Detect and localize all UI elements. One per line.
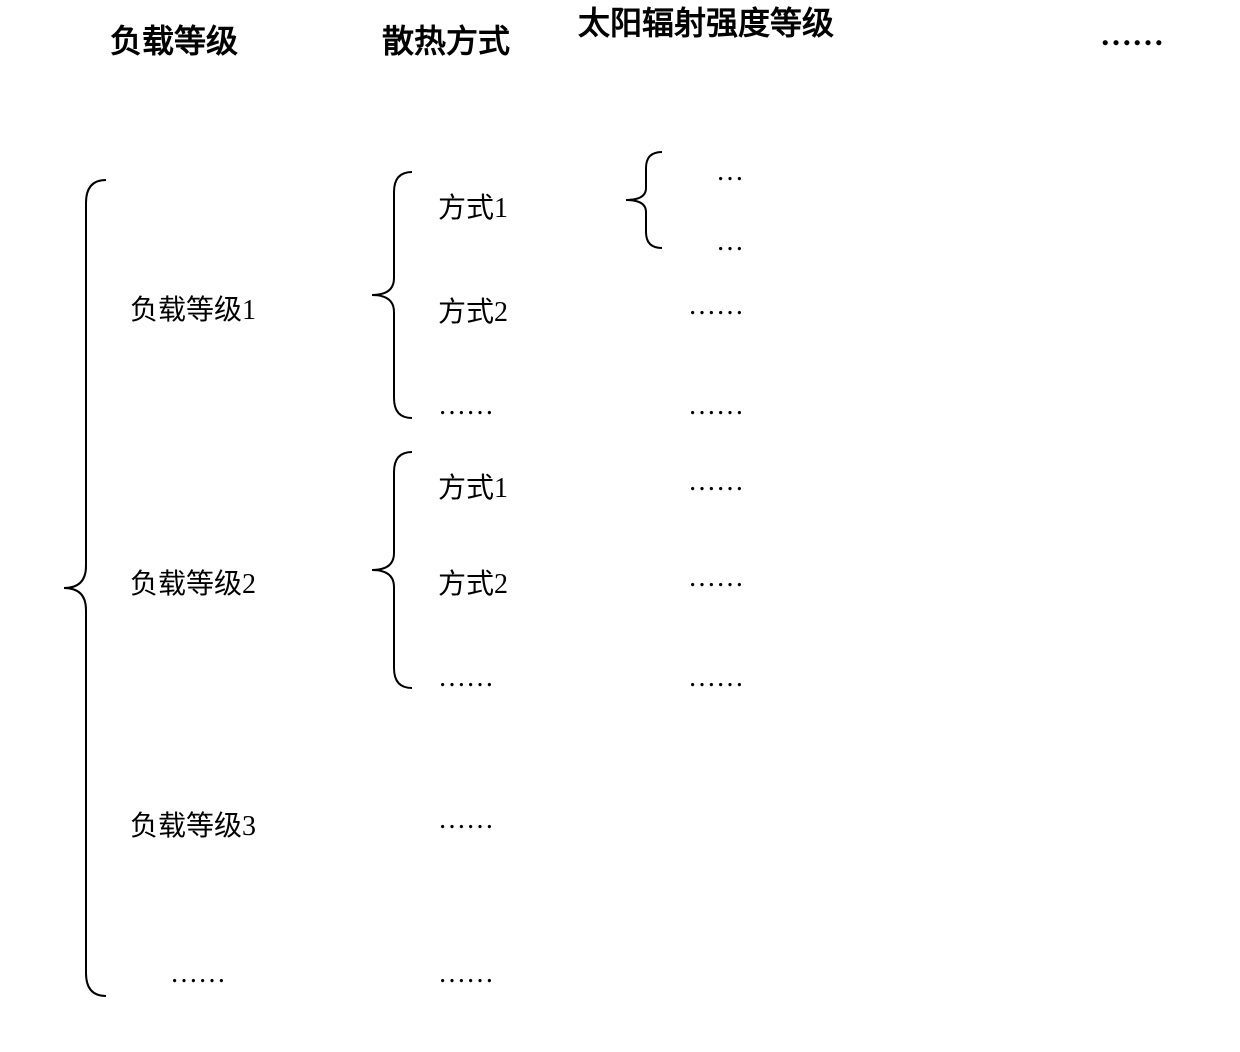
level1-node: 负载等级1: [130, 288, 256, 328]
level3-node: ……: [688, 662, 744, 694]
level2-node: 方式2: [438, 562, 508, 602]
group3-brace: [618, 150, 670, 250]
level2-node: ……: [438, 958, 494, 990]
level3-node: …: [716, 156, 744, 188]
header-col3: 太阳辐射强度等级: [576, 4, 836, 42]
header-col1: 负载等级: [110, 16, 238, 62]
level2-node: ……: [438, 390, 494, 422]
level2-node: ……: [438, 804, 494, 836]
level3-node: ……: [688, 290, 744, 322]
main-brace: [56, 178, 114, 998]
level2-node: 方式1: [438, 186, 508, 226]
header-col2: 散热方式: [382, 16, 510, 62]
level1-node: 负载等级2: [130, 562, 256, 602]
level3-node: …: [716, 226, 744, 258]
level3-node: ……: [688, 466, 744, 498]
level2-node: 方式1: [438, 466, 508, 506]
level3-node: ……: [688, 390, 744, 422]
level3-node: ……: [688, 562, 744, 594]
level1-node: 负载等级3: [130, 804, 256, 844]
level2-node: 方式2: [438, 290, 508, 330]
diagram-container: 负载等级 散热方式 太阳辐射强度等级 …… 负载等级1 负载等级2 负载等级3 …: [0, 0, 1240, 1052]
header-col4: ……: [1100, 16, 1164, 53]
level2-node: ……: [438, 662, 494, 694]
level1-node: ……: [170, 958, 226, 990]
group2-brace: [364, 450, 420, 690]
group1-brace: [364, 170, 420, 420]
